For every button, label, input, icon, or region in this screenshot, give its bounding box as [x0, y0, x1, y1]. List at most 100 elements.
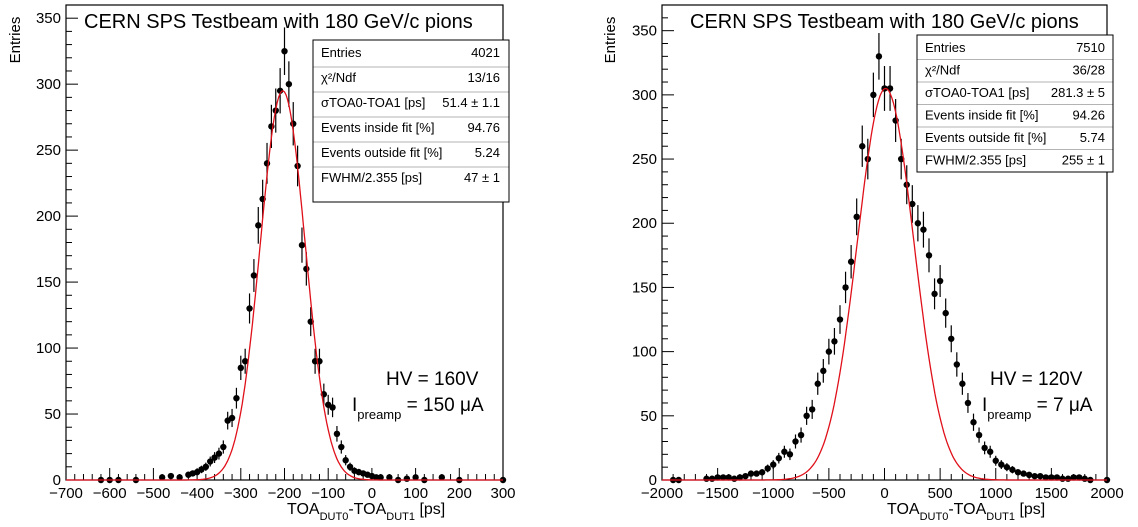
- left-chart-title: CERN SPS Testbeam with 180 GeV/c pions: [84, 11, 473, 33]
- right-data-point: [1059, 475, 1066, 482]
- right-stats-value: 36/28: [1072, 63, 1105, 78]
- right-x-tick-label: 1000: [979, 485, 1012, 502]
- right-data-point: [942, 309, 949, 317]
- left-data-point: [403, 475, 411, 482]
- left-stats-value: 5.24: [475, 145, 500, 160]
- left-x-tick-label: 0: [368, 485, 376, 502]
- left-data-point: [346, 463, 354, 471]
- right-data-point: [1064, 475, 1072, 482]
- left-x-axis-label: TOADUT0-TOADUT1 [ps]: [287, 501, 445, 523]
- right-data-point: [1009, 466, 1016, 473]
- left-data-point: [276, 87, 284, 94]
- right-data-point: [847, 258, 855, 265]
- right-data-point: [953, 361, 961, 368]
- right-data-point: [964, 399, 972, 407]
- left-data-point: [281, 47, 288, 55]
- left-run-annotation: HV = 160V Ipreamp = 150 μA: [352, 369, 484, 422]
- left-x-tick-label: −100: [311, 485, 345, 502]
- right-x-tick-label: −1000: [752, 485, 794, 502]
- right-data-point: [775, 454, 783, 462]
- left-stats-rows: Entries 4021 χ²/Ndf 13/16 σTOA0-TOA1 [ps] 51.…: [313, 45, 509, 185]
- left-x-tick-label: 200: [447, 485, 472, 502]
- left-stats-box: Entries 4021 χ²/Ndf 13/16 σTOA0-TOA1 [ps] 51.…: [312, 39, 510, 203]
- right-data-point: [1014, 469, 1022, 476]
- right-data-point: [981, 444, 988, 452]
- svg-text:TOADUT0-TOADUT1 [ps]: TOADUT0-TOADUT1 [ps]: [287, 501, 445, 523]
- right-stats-label: Events outside fit [%]: [925, 130, 1046, 145]
- left-y-tick-label: 0: [53, 472, 61, 489]
- right-data-point: [797, 431, 805, 439]
- right-data-point: [736, 474, 744, 481]
- right-data-point: [808, 406, 816, 413]
- right-stats-rows: Entries 7510 χ²/Ndf 36/28 σTOA0-TOA1 [ps] 281…: [917, 40, 1113, 168]
- right-stats-value: 5.74: [1080, 130, 1105, 145]
- left-y-tick-label: 350: [36, 10, 61, 27]
- left-data-point: [329, 404, 336, 411]
- right-x-axis-label: TOADUT0-TOADUT1 [ps]: [887, 501, 1045, 523]
- right-chart-panel: −2000 −1500 −1000 −500 0 500 1000 1500 2000 0 50 10…: [602, 4, 1124, 523]
- right-data-point: [936, 277, 944, 285]
- right-data-point: [708, 475, 716, 482]
- right-y-tick-label: 200: [632, 215, 657, 232]
- right-data-point: [959, 380, 966, 387]
- right-stats-label: χ²/Ndf: [925, 63, 960, 78]
- left-x-tick-label: −500: [137, 485, 171, 502]
- left-stats-label: χ²/Ndf: [321, 70, 356, 85]
- left-stats-label: Entries: [321, 45, 362, 60]
- left-stats-label: Events inside fit [%]: [321, 120, 434, 135]
- right-x-tick-label: 1500: [1035, 485, 1068, 502]
- left-data-point: [333, 430, 341, 438]
- left-data-point: [228, 414, 236, 422]
- left-stats-value: 4021: [471, 45, 500, 60]
- left-data-point: [290, 120, 297, 127]
- right-stats-label: σTOA0-TOA1 [ps]: [925, 85, 1029, 100]
- right-x-tick-label: −500: [812, 485, 846, 502]
- right-data-point: [842, 284, 849, 291]
- left-data-point: [202, 463, 210, 471]
- right-data-point: [925, 252, 933, 259]
- left-x-tick-label: −600: [93, 485, 127, 502]
- right-data-point: [1081, 475, 1088, 482]
- left-x-tick-label: −300: [224, 485, 258, 502]
- right-data-point: [948, 335, 955, 342]
- right-stats-label: FWHM/2.355 [ps]: [925, 153, 1026, 168]
- right-data-point: [825, 348, 833, 355]
- left-x-tick-label: 300: [490, 485, 515, 502]
- right-data-point: [753, 470, 760, 477]
- right-data-point: [820, 367, 827, 375]
- right-data-point: [1031, 472, 1038, 480]
- right-stats-label: Entries: [925, 40, 966, 55]
- left-y-tick-label: 150: [36, 274, 61, 291]
- left-x-tick-label: −200: [268, 485, 302, 502]
- left-data-point: [237, 364, 244, 372]
- right-x-tick-label: −1500: [697, 485, 739, 502]
- right-data-point: [1075, 474, 1083, 481]
- left-x-tick-label: −400: [180, 485, 214, 502]
- right-stats-value: 255 ± 1: [1062, 153, 1105, 168]
- right-y-tick-label: 250: [632, 151, 657, 168]
- left-data-point: [241, 358, 249, 365]
- left-data-point: [438, 474, 446, 481]
- right-y-tick-label: 350: [632, 23, 657, 40]
- left-data-point: [233, 394, 240, 402]
- left-data-point: [263, 160, 271, 167]
- right-stats-value: 281.3 ± 5: [1051, 85, 1105, 100]
- right-data-point: [875, 53, 883, 60]
- right-data-point: [986, 448, 994, 455]
- left-y-tick-label: 200: [36, 208, 61, 225]
- left-data-point: [342, 457, 349, 464]
- right-data-point: [1037, 472, 1044, 480]
- right-x-tick-label: 2000: [1090, 485, 1123, 502]
- left-data-point: [386, 474, 393, 481]
- right-x-tick-label: −2000: [641, 485, 683, 502]
- right-data-point: [1048, 474, 1055, 481]
- right-data-point: [703, 475, 710, 482]
- left-gauss-fit-curve: [66, 90, 503, 481]
- right-data-point: [1042, 474, 1050, 481]
- right-x-tick-label: 0: [880, 485, 888, 502]
- right-gauss-fit-curve: [662, 87, 1107, 481]
- svg-text:HV = 120V: HV = 120V: [990, 369, 1083, 390]
- right-data-point: [931, 290, 938, 298]
- svg-text:Ipreamp = 7 μA: Ipreamp = 7 μA: [982, 395, 1093, 422]
- right-data-point: [853, 213, 860, 221]
